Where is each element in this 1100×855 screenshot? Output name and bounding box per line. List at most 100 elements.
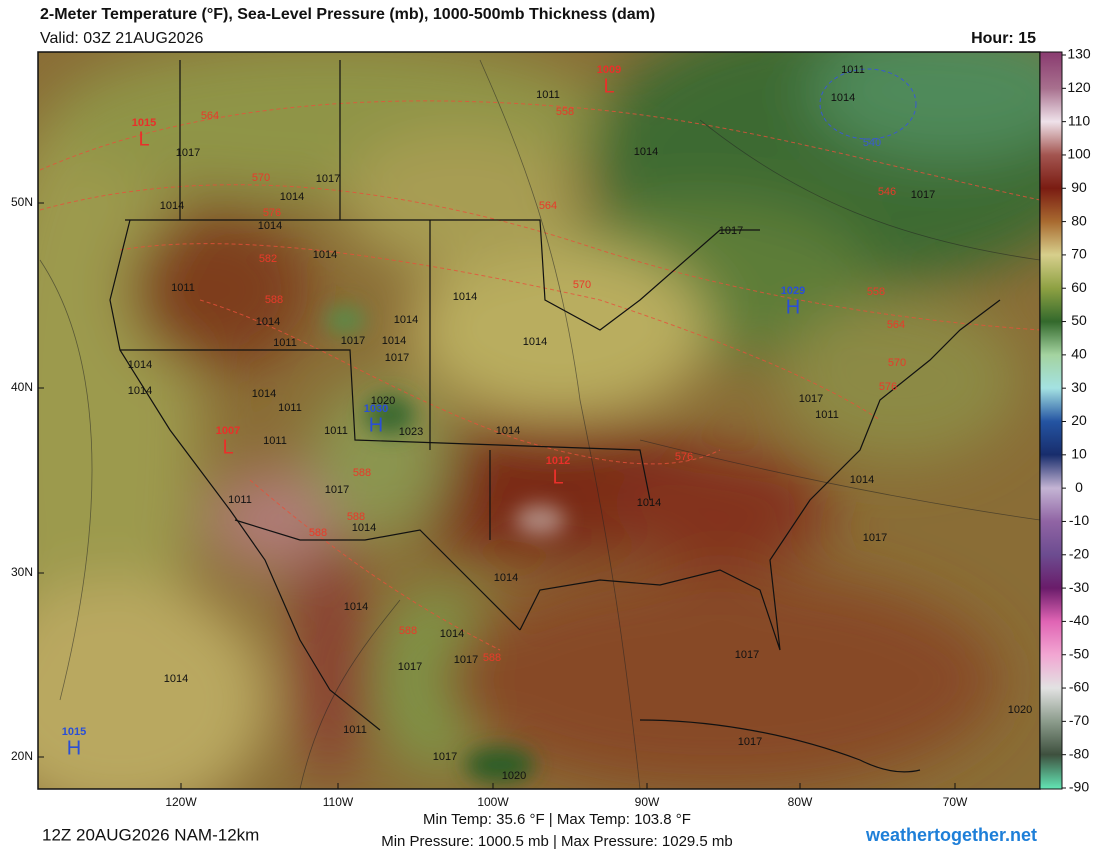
isobar-label: 1017 bbox=[341, 335, 365, 347]
pressure-center-value: 1030 bbox=[364, 403, 388, 415]
isobar-label: 1014 bbox=[494, 572, 518, 584]
terrain-detail bbox=[325, 306, 565, 783]
thickness-label: 570 bbox=[252, 172, 270, 184]
isobar-label: 1014 bbox=[256, 316, 280, 328]
colorbar-tick-label: -30 bbox=[1069, 579, 1089, 595]
isobar-label: 1017 bbox=[719, 225, 743, 237]
thickness-label: 564 bbox=[201, 110, 219, 122]
thickness-label: 582 bbox=[259, 253, 277, 265]
colorbar-tick-label: 20 bbox=[1071, 412, 1087, 428]
colorbar-tick-label: -70 bbox=[1069, 712, 1089, 728]
pressure-center-letter: L bbox=[603, 75, 614, 97]
pressure-center-value: 1015 bbox=[62, 726, 86, 738]
colorbar-ramp bbox=[1039, 51, 1063, 790]
latitude-label: 30N bbox=[11, 565, 33, 579]
isobar-label: 1011 bbox=[815, 409, 839, 421]
longitude-label: 70W bbox=[943, 795, 968, 809]
isobar-label: 1017 bbox=[385, 352, 409, 364]
map-title: 2-Meter Temperature (°F), Sea-Level Pres… bbox=[40, 6, 655, 23]
isobar-label: 1017 bbox=[863, 532, 887, 544]
colorbar-tick-label: 30 bbox=[1071, 379, 1087, 395]
thickness-label: 588 bbox=[265, 294, 283, 306]
thickness-label: 576 bbox=[263, 207, 281, 219]
valid-time: Valid: 03Z 21AUG2026 bbox=[40, 30, 203, 47]
thickness-label: 546 bbox=[878, 186, 896, 198]
pressure-center-letter: H bbox=[67, 737, 81, 759]
isobar-label: 1017 bbox=[176, 147, 200, 159]
isobar-contours bbox=[39, 59, 1040, 789]
colorbar-tick-label: 120 bbox=[1067, 79, 1091, 95]
map-field bbox=[38, 52, 1040, 789]
model-run: 12Z 20AUG2026 NAM-12km bbox=[42, 825, 259, 844]
isobar-label: 1014 bbox=[496, 425, 520, 437]
colorbar-tick-label: 0 bbox=[1075, 479, 1083, 495]
latitude-label: 50N bbox=[11, 195, 33, 209]
isobar-label: 1014 bbox=[280, 191, 304, 203]
temp-stats: Min Temp: 35.6 °F | Max Temp: 103.8 °F bbox=[423, 811, 691, 828]
longitude-label: 80W bbox=[788, 795, 813, 809]
thickness-label: 540 bbox=[863, 137, 881, 149]
thickness-label: 588 bbox=[309, 527, 327, 539]
thickness-contour-540 bbox=[819, 68, 917, 140]
pressure-center-value: 1015 bbox=[132, 117, 156, 129]
pressure-center-value: 1007 bbox=[216, 425, 240, 437]
isobar-label: 1011 bbox=[278, 402, 302, 414]
isobar-label: 1017 bbox=[316, 173, 340, 185]
thickness-label: 558 bbox=[556, 106, 574, 118]
isobar-label: 1020 bbox=[502, 770, 526, 782]
colorbar-tick-label: 80 bbox=[1071, 212, 1087, 228]
isobar-label: 1011 bbox=[841, 64, 865, 76]
thickness-label: 576 bbox=[879, 381, 897, 393]
pressure-center-value: 1009 bbox=[597, 64, 621, 76]
isobar-label: 1011 bbox=[228, 494, 252, 506]
longitude-label: 120W bbox=[165, 795, 197, 809]
isobar-label: 1014 bbox=[313, 249, 337, 261]
colorbar-tick-label: 70 bbox=[1071, 246, 1087, 262]
thickness-label: 588 bbox=[483, 652, 501, 664]
longitude-label: 90W bbox=[635, 795, 660, 809]
colorbar-tick-label: -20 bbox=[1069, 545, 1089, 561]
pressure-center-letter: L bbox=[138, 128, 149, 150]
isobar-label: 1011 bbox=[343, 724, 367, 736]
isobar-label: 1011 bbox=[171, 282, 195, 294]
isobar-label: 1014 bbox=[258, 220, 282, 232]
colorbar-tick-label: 10 bbox=[1071, 446, 1087, 462]
isobar-label: 1014 bbox=[850, 474, 874, 486]
pressure-center-letter: H bbox=[369, 414, 383, 436]
isobar-label: 1014 bbox=[831, 92, 855, 104]
pressure-stats: Min Pressure: 1000.5 mb | Max Pressure: … bbox=[381, 833, 733, 850]
isobar-label: 1014 bbox=[453, 291, 477, 303]
isobar-label: 1017 bbox=[454, 654, 478, 666]
colorbar: 1301201101009080706050403020100-10-20-30… bbox=[1039, 46, 1091, 795]
isobar-label: 1017 bbox=[799, 393, 823, 405]
thickness-label: 576 bbox=[675, 451, 693, 463]
thickness-contours bbox=[39, 100, 1040, 651]
colorbar-tick-label: 130 bbox=[1067, 46, 1091, 62]
latitude-label: 20N bbox=[11, 749, 33, 763]
pressure-center-value: 1029 bbox=[781, 285, 805, 297]
isobar-label: 1017 bbox=[325, 484, 349, 496]
forecast-hour: Hour: 15 bbox=[971, 30, 1036, 47]
site-credit: weathertogether.net bbox=[865, 825, 1037, 845]
colorbar-tick-label: -90 bbox=[1069, 779, 1089, 795]
thickness-label: 588 bbox=[353, 467, 371, 479]
colorbar-tick-label: -60 bbox=[1069, 679, 1089, 695]
isobar-label: 1011 bbox=[324, 425, 348, 437]
isobar-label: 1014 bbox=[352, 522, 376, 534]
isobar-label: 1014 bbox=[440, 628, 464, 640]
isobar-label: 1017 bbox=[738, 736, 762, 748]
isobar-label: 1011 bbox=[263, 435, 287, 447]
colorbar-tick-label: -40 bbox=[1069, 612, 1089, 628]
latitude-label: 40N bbox=[11, 380, 33, 394]
longitude-label: 100W bbox=[477, 795, 509, 809]
thickness-label: 570 bbox=[573, 279, 591, 291]
isobar-label: 1014 bbox=[164, 673, 188, 685]
isobar-label: 1014 bbox=[523, 336, 547, 348]
pressure-center-letter: H bbox=[786, 296, 800, 318]
isobar-label: 1023 bbox=[399, 426, 423, 438]
isobar-label: 1011 bbox=[273, 337, 297, 349]
colorbar-tick-label: -50 bbox=[1069, 645, 1089, 661]
isobar-label: 1017 bbox=[911, 189, 935, 201]
